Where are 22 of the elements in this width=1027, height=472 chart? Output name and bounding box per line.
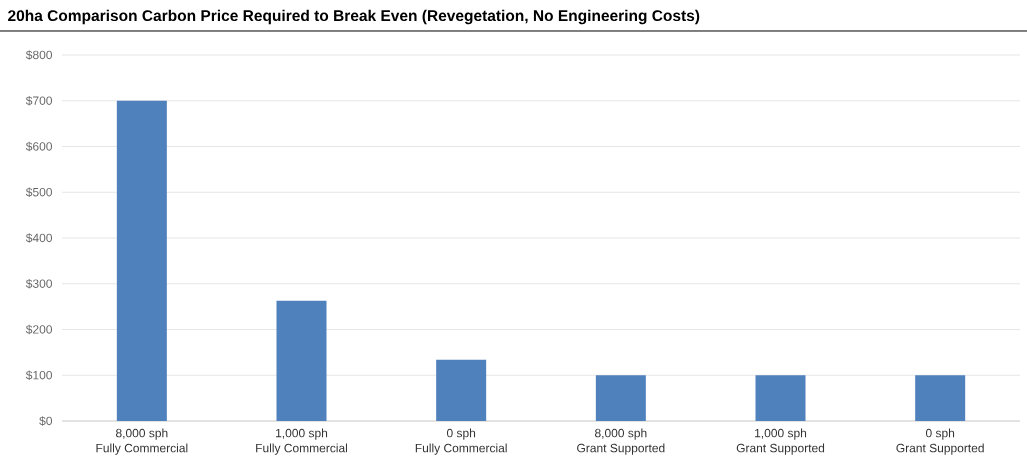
- y-tick-label: $200: [25, 324, 52, 335]
- bar: [915, 375, 966, 421]
- x-tick-label: 1,000 sph Grant Supported: [736, 428, 825, 455]
- y-tick-label: $800: [25, 50, 52, 60]
- y-tick-label: $600: [25, 141, 52, 152]
- x-tick-label: 0 sph Fully Commercial: [415, 428, 507, 455]
- y-tick-label: $500: [25, 187, 52, 198]
- bar: [595, 375, 646, 421]
- bar: [436, 359, 487, 421]
- x-tick-label: 0 sph Grant Supported: [896, 428, 984, 455]
- x-tick-label: 8,000 sph Grant Supported: [577, 428, 665, 455]
- x-tick-label: 8,000 sph Fully Commercial: [96, 428, 188, 455]
- y-tick-label: $300: [25, 278, 52, 289]
- bar: [116, 100, 167, 421]
- y-tick-label: $100: [25, 370, 52, 381]
- y-tick-label: $700: [25, 95, 52, 106]
- y-tick-label: $400: [25, 233, 52, 243]
- y-tick-label: $0: [39, 416, 53, 426]
- bar: [276, 300, 327, 421]
- bar: [755, 375, 806, 421]
- chart-title: 20ha Comparison Carbon Price Required to Break Even (Revegetation, No Engineering Costs): [8, 9, 700, 25]
- x-tick-label: 1,000 sph Fully Commercial: [256, 428, 348, 455]
